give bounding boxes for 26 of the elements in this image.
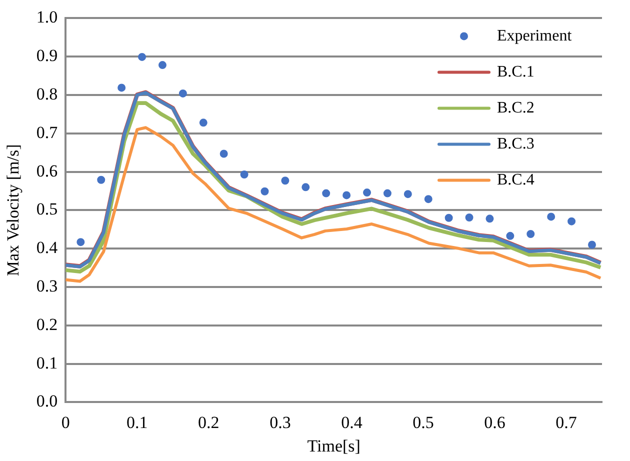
legend-label: B.C.2 [497, 99, 534, 116]
y-tick-label: 0.8 [36, 84, 58, 104]
y-tick-label: 0.5 [36, 200, 58, 219]
y-tick-label: 0.1 [36, 353, 58, 372]
y-tick-label: 0.9 [36, 46, 58, 66]
y-axis-title: Max Velocity [m/s] [4, 144, 23, 276]
y-tick-label: 0.6 [36, 161, 58, 180]
x-tick-label: 0 [61, 412, 70, 432]
x-tick-label: 0.4 [341, 412, 363, 432]
x-tick-label: 0.7 [556, 412, 578, 432]
y-tick-label: 0.2 [36, 314, 58, 334]
y-tick-label: 0.0 [36, 392, 58, 411]
legend-label: Experiment [497, 27, 572, 44]
x-tick-label: 0.6 [484, 412, 506, 432]
y-tick-label: 0.3 [36, 276, 58, 296]
x-tick-label: 0.1 [126, 412, 148, 432]
x-axis-title: Time[s] [307, 436, 360, 456]
y-tick-label: 0.7 [36, 122, 58, 142]
legend-label: B.C.3 [497, 135, 534, 152]
x-tick-label: 0.3 [270, 412, 291, 432]
x-tick-label: 0.2 [198, 412, 220, 432]
x-tick-label: 0.5 [412, 412, 434, 432]
y-tick-label: 0.4 [36, 238, 58, 258]
legend-label: B.C.1 [497, 63, 534, 80]
y-tick-label: 1.0 [36, 8, 58, 27]
legend-label: B.C.4 [497, 171, 534, 188]
